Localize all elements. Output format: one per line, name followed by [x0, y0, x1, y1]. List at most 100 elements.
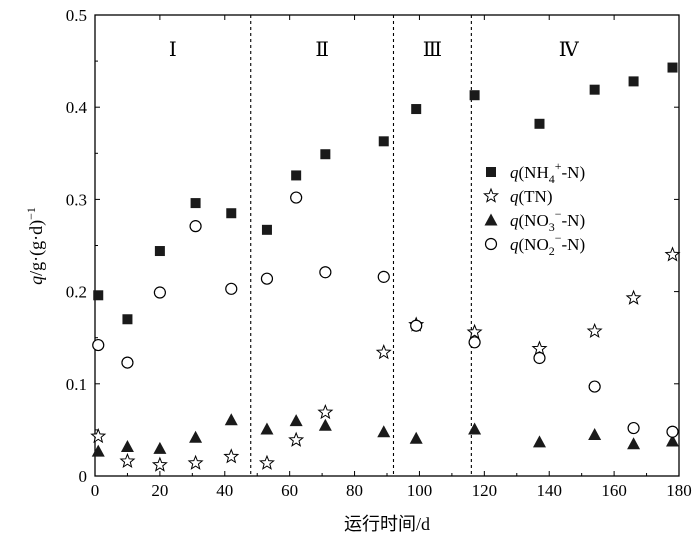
- y-tick-label: 0: [79, 467, 88, 486]
- data-point: [588, 380, 601, 393]
- legend-sub: 3: [549, 220, 555, 234]
- data-point: [226, 208, 237, 219]
- legend-pre: (TN): [519, 187, 553, 206]
- x-tick-label: 180: [666, 481, 692, 500]
- data-point: [290, 191, 303, 204]
- x-tick-label: 60: [281, 481, 298, 500]
- legend-post: -N): [562, 211, 586, 230]
- data-point: [534, 118, 545, 129]
- data-point: [627, 421, 640, 435]
- data-point: [410, 319, 423, 332]
- data-point: [531, 340, 548, 356]
- y-tick-label: 0.4: [66, 98, 88, 117]
- phase-dividers: Ⅰ Ⅱ Ⅲ Ⅳ: [169, 15, 580, 476]
- legend-post: -N): [562, 163, 586, 182]
- data-point: [258, 454, 275, 470]
- phase-label: Ⅳ: [559, 39, 580, 61]
- legend-entry: q(TN): [510, 187, 552, 206]
- data-point: [320, 149, 331, 160]
- data-point: [261, 224, 272, 235]
- x-axis-title: 运行时间/d: [344, 514, 430, 534]
- y-tick-label: 0.1: [66, 375, 87, 394]
- data-point: [260, 272, 274, 285]
- data-point: [122, 314, 133, 325]
- legend-marker: [484, 213, 498, 226]
- legend-marker: [483, 187, 499, 203]
- legend-pre: (NO: [519, 211, 549, 230]
- y-tick-label: 0.2: [66, 283, 87, 302]
- data-point: [224, 413, 238, 426]
- y-axis-title-symbol: q: [26, 276, 46, 285]
- data-point: [667, 62, 678, 73]
- legend-pre: (NH: [519, 163, 549, 182]
- data-point: [119, 452, 136, 469]
- legend-sub: 4: [549, 172, 555, 186]
- legend-q: q: [510, 211, 519, 230]
- legend-sub: 2: [549, 244, 555, 258]
- legend-q: q: [510, 163, 519, 182]
- y-tick-label: 0.3: [66, 190, 87, 209]
- legend-q: q: [510, 235, 519, 254]
- legend-pre: (NO: [519, 235, 549, 254]
- data-point: [120, 439, 134, 452]
- data-point: [317, 403, 334, 420]
- y-tick-label: 0.5: [66, 6, 87, 25]
- data-point: [409, 431, 423, 444]
- series-2: [91, 413, 680, 457]
- x-tick-label: 20: [151, 481, 168, 500]
- data-point: [664, 246, 681, 262]
- data-point: [375, 344, 392, 360]
- legend-post: -N): [562, 235, 586, 254]
- data-point: [90, 427, 107, 444]
- data-point: [260, 422, 274, 435]
- data-point: [223, 448, 240, 464]
- data-point: [666, 425, 679, 438]
- data-point: [153, 286, 166, 299]
- series-0: [93, 62, 678, 325]
- data-point: [92, 338, 105, 352]
- data-point: [190, 198, 201, 209]
- legend-entry: q(NH4+-N): [510, 159, 585, 186]
- legend-entry: q(NO2−-N): [510, 231, 585, 258]
- data-point: [93, 290, 104, 301]
- y-axis-title-unit: /g·(g·d): [26, 220, 47, 276]
- phase-label: Ⅰ: [169, 39, 177, 61]
- data-point: [588, 428, 602, 441]
- data-point: [466, 323, 483, 339]
- data-point: [586, 322, 603, 339]
- phase-label: Ⅲ: [423, 39, 442, 61]
- data-point: [625, 289, 642, 305]
- data-point: [532, 435, 546, 448]
- y-axis-title: q/g·(g·d)−1: [24, 207, 47, 285]
- data-point: [289, 414, 303, 427]
- data-point: [468, 336, 481, 349]
- data-point: [151, 456, 168, 472]
- data-point: [377, 425, 391, 438]
- data-marks: [90, 62, 681, 472]
- series-1: [90, 246, 681, 472]
- legend-marker: [484, 237, 498, 251]
- plot-frame: [94, 14, 680, 477]
- data-point: [666, 434, 680, 447]
- data-point: [319, 266, 332, 279]
- x-tick-label: 80: [346, 481, 363, 500]
- data-point: [121, 356, 134, 369]
- x-tick-label: 0: [91, 481, 100, 500]
- data-point: [468, 422, 482, 435]
- legend-sup: −: [555, 207, 562, 221]
- legend-sup: −: [555, 231, 562, 245]
- data-point: [189, 220, 202, 233]
- data-point: [187, 454, 204, 470]
- x-tick-label: 40: [216, 481, 233, 500]
- data-point: [291, 170, 302, 181]
- data-point: [225, 282, 238, 295]
- axes: 0 20 40 60 80 100 120 140 160 180 0 0.1 0.2 0.3 0.4 0.5: [66, 6, 692, 500]
- data-point: [411, 104, 422, 115]
- x-tick-label: 140: [536, 481, 562, 500]
- data-point: [154, 246, 165, 257]
- y-axis-title-exponent: −1: [24, 207, 38, 220]
- series-3: [92, 191, 679, 438]
- data-point: [153, 441, 167, 454]
- legend-marker: [486, 167, 496, 177]
